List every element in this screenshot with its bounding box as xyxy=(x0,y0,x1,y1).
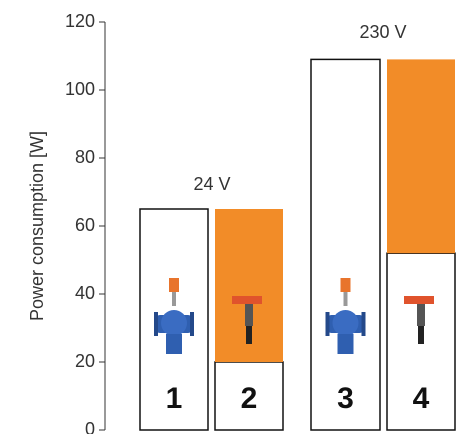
y-tick-label: 40 xyxy=(75,283,95,303)
icon xyxy=(332,310,359,336)
y-axis-label: Power consumption [W] xyxy=(27,131,47,321)
icon xyxy=(337,334,354,354)
y-tick-label: 60 xyxy=(75,215,95,235)
bar-segment xyxy=(310,58,381,431)
icon xyxy=(246,326,252,344)
bar-segment xyxy=(387,59,455,254)
icon xyxy=(245,304,253,326)
icon xyxy=(418,326,424,344)
y-tick-label: 20 xyxy=(75,351,95,371)
x-tick-label: 2 xyxy=(241,382,258,415)
icon xyxy=(404,296,434,304)
annotation: 24 V xyxy=(193,174,230,194)
y-tick-label: 100 xyxy=(65,79,95,99)
y-tick-label: 0 xyxy=(85,419,95,434)
x-tick-label: 1 xyxy=(166,382,183,415)
icon xyxy=(361,312,366,336)
icon xyxy=(172,292,176,306)
icon xyxy=(340,278,351,292)
icon xyxy=(343,292,348,306)
icon xyxy=(161,310,187,336)
icon xyxy=(325,312,330,336)
icon xyxy=(417,304,425,326)
icon xyxy=(169,278,179,292)
icon xyxy=(232,296,262,304)
icon xyxy=(190,312,194,336)
x-tick-label: 4 xyxy=(413,382,430,415)
icon xyxy=(166,334,182,354)
icon xyxy=(154,312,158,336)
x-tick-label: 3 xyxy=(337,382,354,415)
y-tick-label: 120 xyxy=(65,11,95,31)
bar-segment xyxy=(214,361,284,431)
y-tick-label: 80 xyxy=(75,147,95,167)
annotation: 230 V xyxy=(359,22,406,42)
